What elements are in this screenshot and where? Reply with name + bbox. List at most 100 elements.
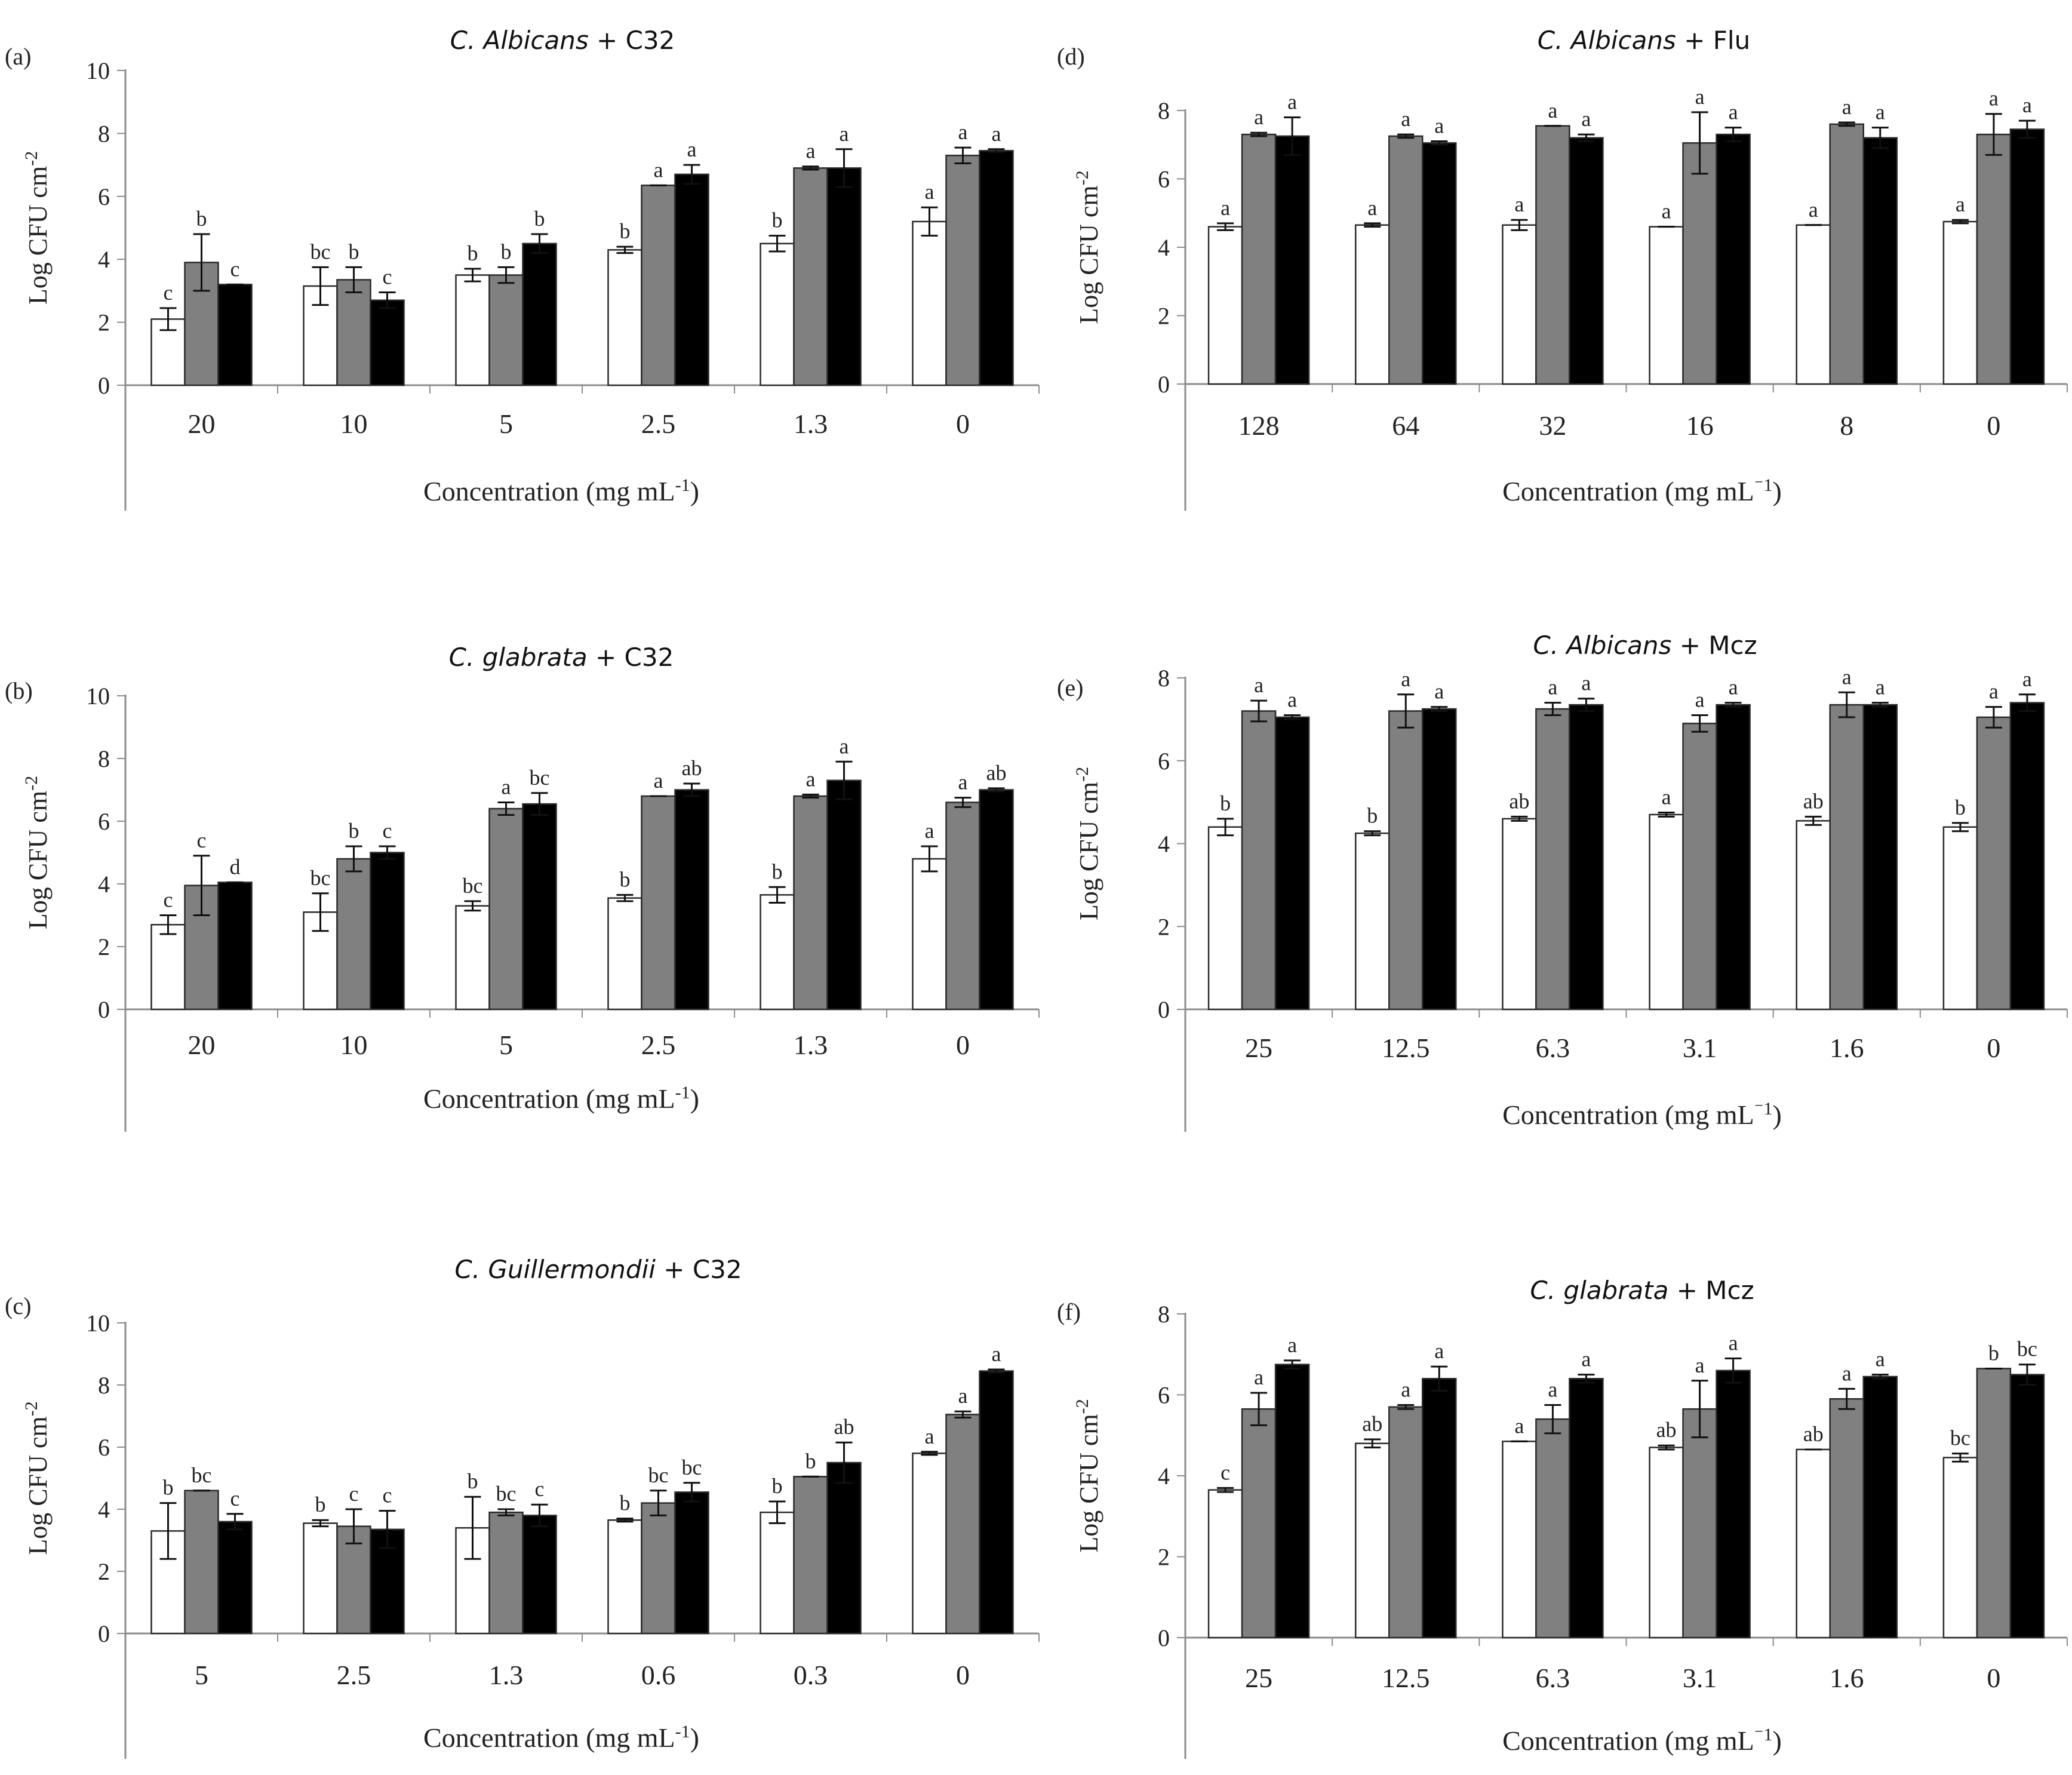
significance-letter: a	[925, 1424, 934, 1448]
significance-letter: c	[383, 1484, 392, 1507]
significance-letter: a	[2022, 93, 2032, 117]
bar-series-2	[641, 1502, 676, 1635]
y-tick-label: 0	[98, 372, 110, 399]
x-tick-label: 3.1	[1683, 1663, 1717, 1693]
bar-series-3	[1274, 1364, 1310, 1639]
y-tick-label: 8	[1158, 1301, 1170, 1328]
bar-series-2	[945, 801, 980, 1011]
bar-series-3	[826, 779, 862, 1011]
x-tick-label: 1.6	[1830, 1663, 1864, 1693]
bar-series-3	[979, 150, 1014, 386]
significance-letter: a	[958, 120, 968, 144]
bar-series-3	[1862, 1375, 1898, 1639]
significance-letter: bc	[648, 1463, 669, 1487]
bar-series-2	[1388, 135, 1424, 385]
significance-letter: a	[1956, 192, 1965, 216]
bar-series-2	[1388, 710, 1424, 1011]
bar-series-1	[1942, 826, 1978, 1011]
bar-series-2	[1976, 1368, 2012, 1639]
bar-series-3	[1862, 137, 1898, 385]
significance-letter: a	[1287, 90, 1297, 113]
x-axis-label: Concentration (mg mL⁻1)	[1502, 475, 1782, 507]
x-tick-label: 16	[1686, 410, 1714, 441]
significance-letter: c	[164, 281, 173, 305]
x-tick-label: 12.5	[1382, 1663, 1430, 1693]
bar-series-1	[607, 249, 642, 386]
x-axis-label-text: Concentration (mg mL	[423, 476, 675, 506]
significance-letter: bc	[463, 874, 483, 898]
x-tick-label: 5	[499, 409, 513, 439]
x-tick-label: 32	[1539, 410, 1566, 441]
x-tick-label: 1.3	[794, 1030, 828, 1060]
bar-series-1	[1355, 224, 1390, 385]
significance-letter: b	[772, 859, 783, 883]
significance-letter: a	[1876, 1347, 1885, 1371]
x-tick-label: 20	[188, 409, 216, 439]
significance-letter: b	[1367, 804, 1378, 828]
significance-letter: a	[1434, 680, 1444, 704]
bar-series-3	[979, 789, 1014, 1011]
y-axis-label: Log CFU cm-2	[21, 1401, 53, 1555]
y-tick-label: 0	[1158, 1624, 1170, 1651]
bar-series-2	[1388, 1406, 1424, 1639]
y-axis-label-sup: -2	[21, 151, 41, 166]
bar-series-2	[1682, 1408, 1717, 1639]
x-axis-label-sup: -1	[675, 475, 690, 495]
significance-letter: a	[1514, 1414, 1524, 1438]
x-tick-label: 0	[956, 1660, 970, 1690]
x-axis-label-sup: ⁻1	[1754, 475, 1773, 495]
y-tick-label: 8	[98, 1372, 110, 1399]
chart-panel-c: 0 2 4 6 8 10 Log CFU cm-2 (c) C. Guillermondii +…	[5, 1255, 1040, 1759]
bar-series-3	[1422, 142, 1457, 385]
bar-series-1	[1502, 224, 1537, 385]
significance-letter: a	[1989, 87, 1999, 110]
chart-panel-d: 0 2 4 6 8 Log CFU cm-2 (d) C. Albicans + Flu Con…	[1057, 26, 2068, 511]
significance-letter: c	[164, 888, 173, 912]
significance-letter: a	[1729, 675, 1738, 699]
bar-series-1	[150, 924, 186, 1011]
bar-series-3	[522, 242, 557, 386]
bar-series-2	[1829, 1398, 1864, 1639]
significance-letter: b	[620, 867, 631, 891]
significance-letter: a	[1581, 1347, 1591, 1371]
y-tick-label: 10	[86, 683, 110, 710]
significance-letter: a	[654, 158, 663, 182]
significance-letter: c	[349, 1482, 359, 1506]
significance-letter: ab	[682, 756, 702, 780]
bar-series-3	[1569, 704, 1604, 1011]
significance-letter: a	[2022, 667, 2032, 691]
x-axis-label-close: )	[690, 1722, 699, 1753]
significance-letter: bc	[530, 766, 550, 790]
y-tick-label: 6	[1158, 748, 1170, 775]
bar-series-2	[641, 795, 676, 1011]
x-tick-label: 20	[188, 1030, 216, 1060]
bar-series-1	[1207, 826, 1243, 1011]
bar-series-3	[217, 1521, 253, 1635]
significance-letter: bc	[311, 239, 331, 263]
chart-title: C. Albicans + Mcz	[1533, 631, 1757, 660]
significance-letter: c	[230, 1487, 240, 1510]
significance-letter: b	[315, 1493, 326, 1516]
significance-letter: bc	[2017, 1337, 2037, 1361]
chart-title-species: C. glabrata	[449, 643, 588, 672]
bar-series-2	[1829, 123, 1864, 385]
bar-series-3	[1274, 135, 1310, 385]
significance-letter: a	[1401, 667, 1410, 691]
x-axis-label-sup: -1	[675, 1722, 690, 1742]
significance-letter: c	[1221, 1460, 1230, 1484]
bar-series-1	[1207, 1489, 1243, 1639]
y-tick-label: 0	[1158, 371, 1170, 398]
x-tick-label: 25	[1245, 1663, 1272, 1693]
x-axis-label-text: Concentration (mg mL	[423, 1722, 675, 1753]
bar-series-1	[1796, 224, 1831, 385]
y-axis-label: Log CFU cm-2	[1072, 170, 1104, 324]
significance-letter: bc	[1950, 1426, 1970, 1450]
y-axis-label-sup: -2	[21, 776, 41, 791]
bar-series-3	[1716, 704, 1751, 1011]
x-axis-label-text: Concentration (mg mL	[1502, 476, 1754, 506]
y-axis-label-sup: -2	[1072, 1399, 1092, 1414]
x-tick-label: 1.3	[489, 1660, 524, 1690]
significance-letter: b	[772, 1474, 783, 1498]
significance-letter: a	[1367, 196, 1377, 220]
